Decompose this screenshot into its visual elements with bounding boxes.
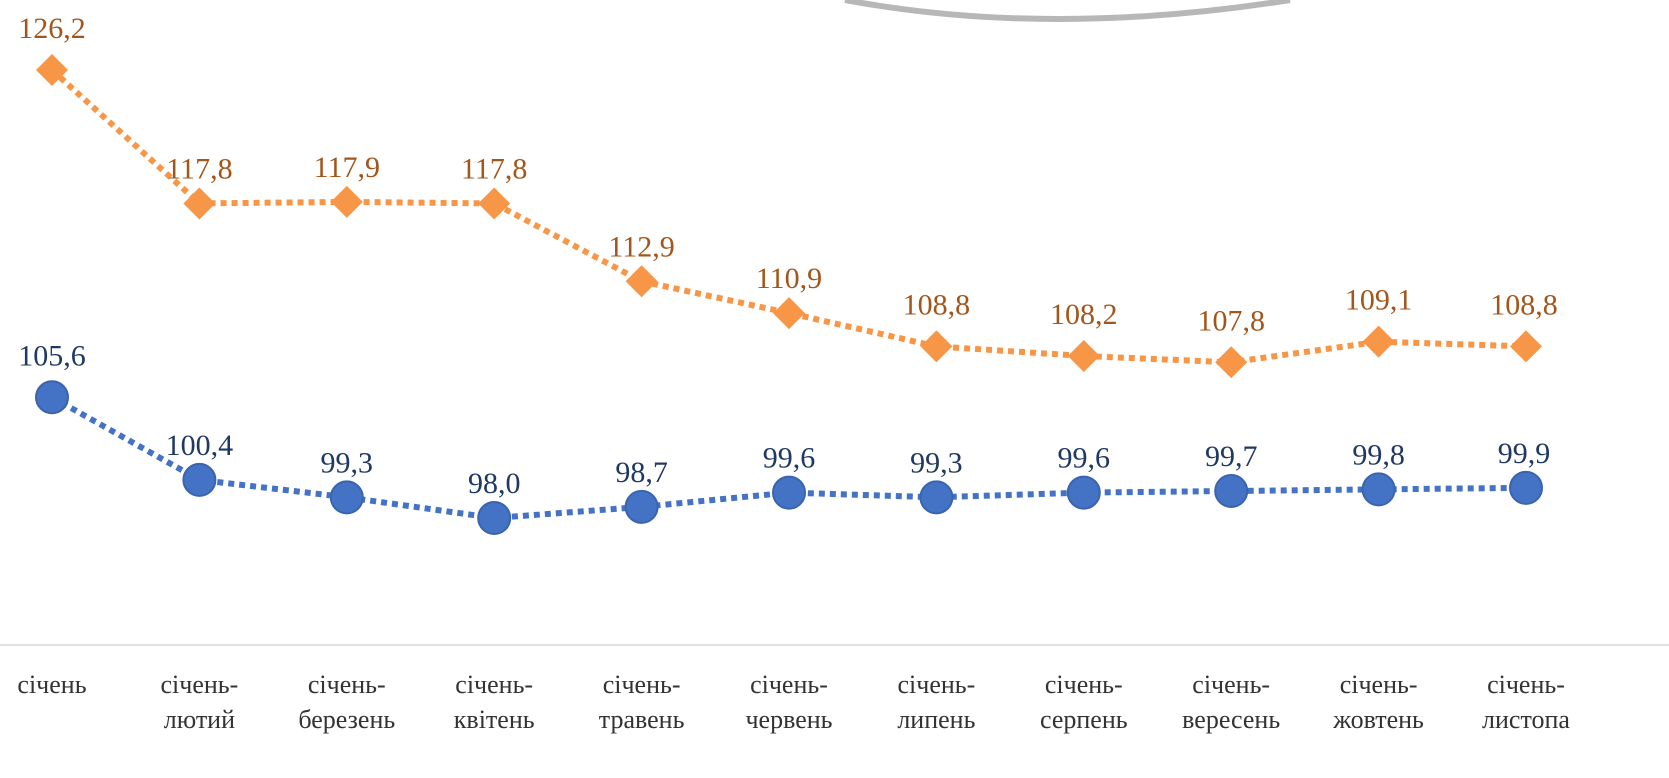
series-2-data-label: 99,6 — [763, 442, 816, 475]
series-1-marker — [1067, 339, 1100, 372]
series-2-marker — [477, 501, 512, 535]
decorative-top-arc — [844, 0, 1291, 22]
series-2-data-label: 99,7 — [1205, 440, 1258, 473]
series-2-data-label: 98,7 — [615, 456, 668, 489]
series-2-marker — [1361, 472, 1396, 507]
series-1-line — [49, 67, 1527, 366]
series-layer — [35, 54, 1543, 535]
series-2-data-label: 99,6 — [1058, 442, 1111, 475]
x-tick-label: січень-серпень — [1040, 670, 1128, 734]
series-1-marker — [1362, 325, 1395, 358]
x-tick-label: січень — [17, 670, 86, 699]
x-tick-label: січень-червень — [745, 670, 832, 734]
series-1-marker — [1215, 346, 1248, 379]
series-2-marker — [35, 380, 69, 415]
series-2-marker — [1214, 473, 1249, 508]
x-tick-label: січень-березень — [298, 670, 395, 734]
series-1-data-label: 109,1 — [1345, 284, 1413, 317]
series-1-data-label: 117,8 — [461, 152, 527, 185]
series-1-data-label: 108,2 — [1050, 298, 1118, 331]
series-2-marker — [1066, 475, 1101, 510]
series-2-data-label: 99,8 — [1352, 438, 1405, 471]
series-1-data-label: 117,8 — [166, 152, 232, 185]
series-1-data-label: 108,8 — [903, 288, 971, 321]
series-2-data-label: 99,9 — [1498, 437, 1551, 470]
series-2-data-label: 99,3 — [910, 446, 963, 479]
series-1-data-label: 112,9 — [608, 230, 674, 263]
series-1-data-label: 110,9 — [756, 262, 822, 295]
series-1-marker — [36, 54, 68, 86]
series-2-data-label: 99,3 — [321, 446, 374, 479]
series-1-marker — [330, 185, 363, 218]
x-tick-label: січень-листопа — [1482, 670, 1570, 734]
series-1-marker — [1510, 330, 1542, 363]
x-tick-label-layer: січень січень-лютий січень-березень січень-… — [17, 670, 1570, 734]
series-2-marker — [329, 480, 364, 515]
x-tick-label: січень-лютий — [160, 670, 238, 734]
x-tick-label: січень-жовтень — [1332, 670, 1424, 734]
series-2-marker — [624, 489, 659, 524]
series-1-data-label: 108,8 — [1490, 288, 1558, 321]
series-1-marker — [478, 187, 511, 220]
series-2-marker — [182, 462, 217, 497]
series-2-marker — [1509, 470, 1543, 505]
series-2-data-label: 98,0 — [468, 467, 521, 500]
x-tick-label: січень-липень — [897, 670, 975, 734]
series-1-marker — [183, 187, 216, 220]
series-2-marker — [772, 475, 806, 510]
series-1-data-label: 117,9 — [314, 151, 380, 184]
series-1-data-label: 107,8 — [1197, 304, 1265, 337]
x-tick-label: січень-квітень — [454, 670, 535, 734]
series-1-marker — [625, 265, 658, 298]
x-tick-label: січень-вересень — [1182, 670, 1280, 734]
series-2-data-label: 105,6 — [18, 339, 86, 372]
series-1-marker — [920, 330, 953, 363]
series-2-data-label: 100,4 — [166, 429, 234, 462]
data-label-layer: 126,2 117,8 117,9 117,8 112,9 110,9 108,8 108,2… — [18, 12, 1558, 500]
series-1-data-label: 126,2 — [18, 12, 86, 45]
series-1-marker — [773, 297, 805, 330]
series-2-marker — [919, 480, 954, 515]
x-tick-label: січень-травень — [599, 670, 685, 734]
